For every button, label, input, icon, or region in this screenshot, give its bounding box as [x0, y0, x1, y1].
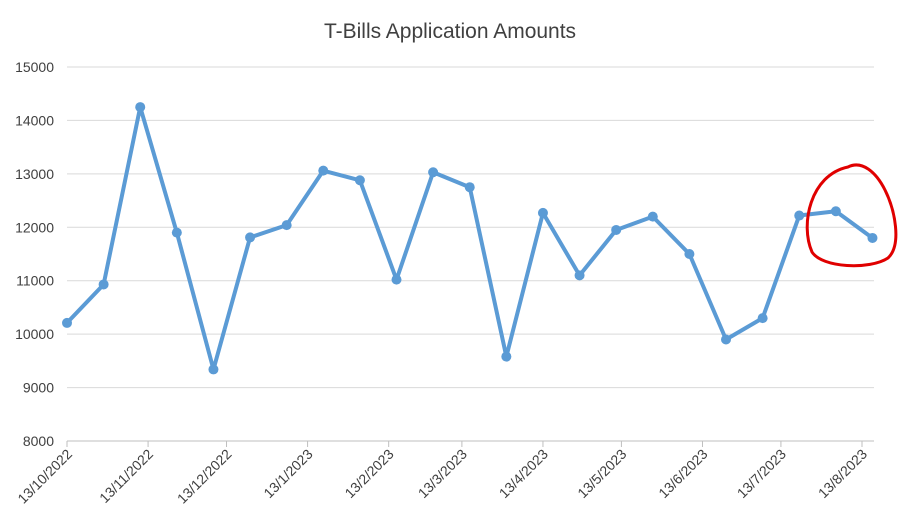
- data-point: [391, 274, 402, 285]
- data-point: [428, 167, 439, 178]
- chart-title: T-Bills Application Amounts: [324, 20, 576, 43]
- y-tick-label: 14000: [15, 112, 54, 128]
- x-tick-label: 13/3/2023: [415, 446, 471, 502]
- x-tick-label: 13/4/2023: [496, 446, 552, 502]
- y-tick-label: 9000: [23, 380, 54, 396]
- data-point: [757, 313, 768, 324]
- data-point: [794, 210, 805, 221]
- y-tick-label: 15000: [15, 59, 54, 75]
- y-tick-label: 8000: [23, 433, 54, 449]
- x-tick-label: 13/5/2023: [574, 446, 630, 502]
- x-tick-label: 13/12/2022: [174, 446, 235, 507]
- y-axis: 8000 9000 10000 11000 12000 13000 14000 15000: [15, 59, 54, 449]
- x-tick-label: 13/2/2023: [341, 446, 397, 502]
- data-point: [464, 182, 475, 193]
- data-point: [501, 351, 512, 362]
- series-group: [62, 102, 878, 375]
- data-point: [537, 207, 548, 218]
- data-point: [721, 334, 732, 345]
- data-point: [867, 232, 878, 243]
- data-point: [98, 279, 109, 290]
- data-point: [611, 224, 622, 235]
- y-tick-label: 13000: [15, 166, 54, 182]
- x-axis: 13/10/2022 13/11/2022 13/12/2022 13/1/2023 1…: [14, 440, 874, 507]
- red-circle-annotation: [805, 163, 898, 268]
- y-tick-label: 12000: [15, 219, 54, 235]
- y-tick-label: 10000: [15, 326, 54, 342]
- x-tick-label: 13/6/2023: [655, 446, 711, 502]
- data-point: [281, 220, 292, 231]
- data-point: [354, 175, 365, 186]
- data-point: [830, 206, 841, 217]
- data-point: [62, 317, 72, 328]
- series-line: [65, 105, 874, 372]
- data-point: [318, 165, 329, 176]
- data-point: [171, 227, 182, 238]
- data-point: [245, 232, 256, 243]
- data-point: [574, 270, 585, 281]
- x-tick-label: 13/10/2022: [14, 446, 75, 507]
- data-point: [684, 249, 695, 259]
- data-point: [647, 211, 658, 222]
- gridlines: [67, 66, 874, 442]
- data-point: [135, 102, 146, 113]
- x-tick-label: 13/8/2023: [815, 446, 871, 502]
- x-tick-label: 13/1/2023: [260, 446, 316, 502]
- annotation-group: [805, 163, 898, 268]
- x-tick-label: 13/7/2023: [734, 446, 790, 502]
- y-tick-label: 11000: [16, 273, 54, 289]
- data-point: [208, 364, 219, 375]
- x-tick-label: 13/11/2022: [96, 446, 156, 506]
